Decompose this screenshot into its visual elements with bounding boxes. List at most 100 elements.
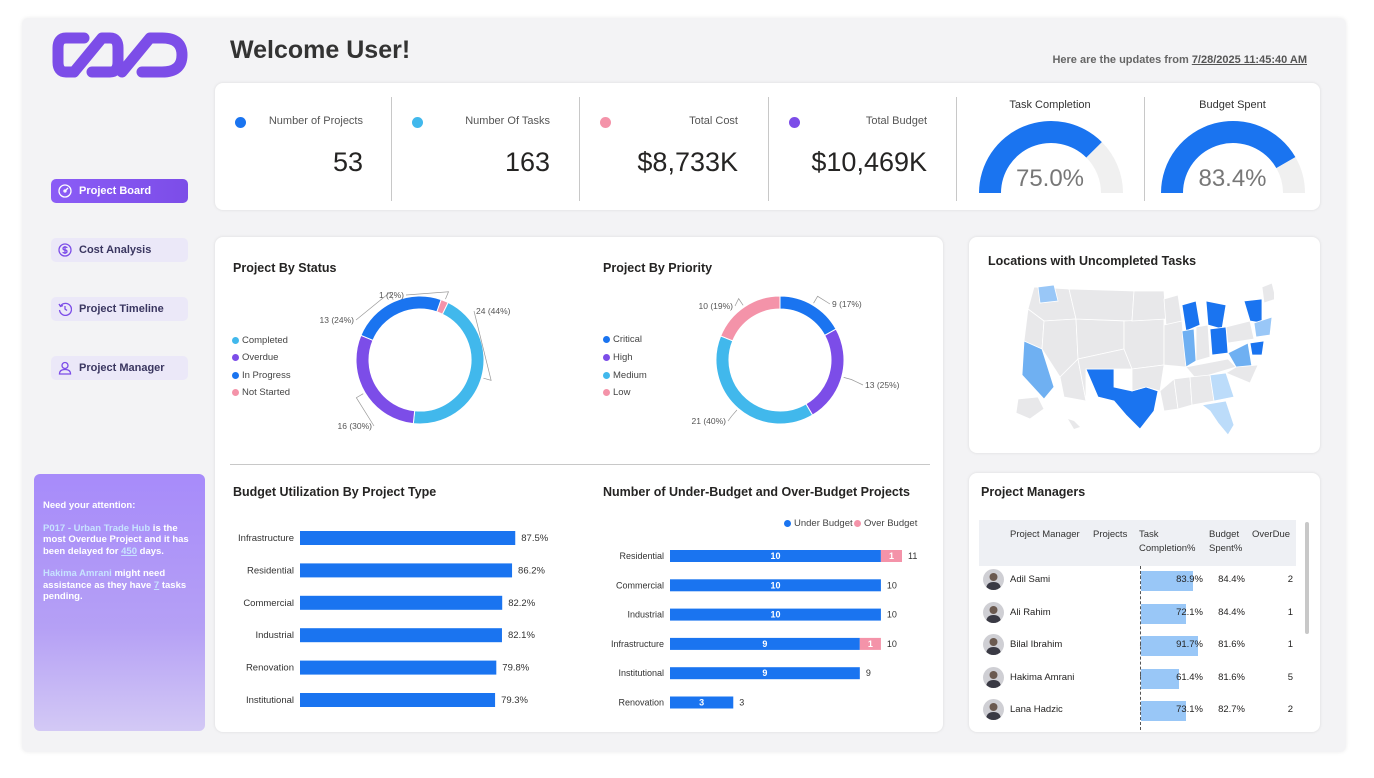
legend-dot	[854, 520, 861, 527]
attention-heading: Need your attention:	[43, 500, 136, 511]
gauge-arc	[1161, 120, 1305, 193]
map-state	[1243, 298, 1263, 324]
donut-slice[interactable]	[360, 295, 442, 342]
legend-label: Overdue	[242, 352, 279, 363]
leader-line	[734, 297, 744, 307]
legend-dot	[603, 336, 610, 343]
kpi-projects: Number of Projects 53	[215, 83, 391, 210]
bar-value-label: 79.3%	[501, 695, 528, 706]
under-budget-bar[interactable]	[670, 608, 881, 621]
bar-category-label: Institutional	[618, 668, 664, 678]
bar[interactable]	[300, 531, 516, 545]
nav-project-timeline[interactable]: Project Timeline	[51, 297, 188, 321]
avatar	[983, 634, 1004, 655]
bar-total-label: 10	[887, 610, 897, 620]
legend-label: Low	[613, 387, 631, 398]
col-header[interactable]: Task Completion%	[1139, 529, 1196, 554]
updates-prefix: Here are the updates from	[1052, 54, 1192, 66]
table-row[interactable]: Lana Hadzic673.1%82.7%2	[979, 696, 1296, 728]
bar[interactable]	[300, 595, 503, 610]
updates-time: 7/28/2025 11:45:40 AM	[1191, 54, 1307, 66]
manager-name-cell: Adil Sami	[1010, 574, 1051, 585]
kpi-value: $8,733K	[637, 147, 738, 177]
managers-card: Project Managers	[969, 473, 1320, 732]
donut-slice[interactable]	[805, 328, 845, 416]
over-budget-bar[interactable]	[880, 550, 902, 562]
task-completion-cell: 73.1%	[1176, 704, 1203, 715]
col-header[interactable]: Project Manager	[1010, 529, 1080, 540]
bar-category-label: Institutional	[246, 695, 294, 706]
col-header[interactable]: Budget Spent%	[1209, 529, 1243, 554]
nav-project-manager[interactable]: Project Manager	[51, 356, 188, 380]
budget-spent-cell: 84.4%	[1218, 574, 1245, 585]
kpi-dot	[412, 117, 423, 128]
donut-data-label: 16 (30%)	[338, 421, 373, 431]
segment-value-label: 9	[762, 668, 767, 678]
task-completion-bar	[1141, 636, 1198, 656]
legend-critical: Critical	[603, 334, 642, 345]
donut-slice[interactable]	[720, 295, 781, 342]
leader-line	[727, 409, 738, 422]
kpi-label: Total Cost	[689, 115, 738, 127]
legend-over-budget: Over Budget	[854, 518, 917, 529]
map-state	[1021, 340, 1055, 400]
table-bar-axis	[1140, 566, 1141, 730]
pending-tasks: 7	[153, 579, 160, 591]
under-budget-bar[interactable]	[670, 579, 881, 592]
bar[interactable]	[300, 563, 513, 578]
map-state	[1181, 300, 1201, 332]
manager-name-cell: Bilal Ibrahim	[1010, 639, 1063, 650]
donut-data-label: 9 (17%)	[832, 299, 862, 309]
map-title: Locations with Uncompleted Tasks	[988, 254, 1197, 268]
donut-slice[interactable]	[412, 301, 485, 425]
donut-slice[interactable]	[715, 335, 814, 425]
segment-value-label: 10	[770, 551, 780, 561]
segment-value-label: 10	[770, 580, 780, 590]
map-state	[1195, 324, 1211, 362]
updates-timestamp: Here are the updates from 7/28/2025 11:4…	[1052, 54, 1307, 66]
nav-cost-analysis[interactable]: Cost Analysis	[51, 238, 188, 262]
kpi-tasks: Number Of Tasks 163	[392, 83, 578, 210]
table-row[interactable]: Bilal Ibrahim491.7%81.6%1	[979, 631, 1296, 663]
managers-title: Project Managers	[981, 485, 1086, 499]
legend-label: Over Budget	[864, 518, 918, 529]
donut-slice[interactable]	[355, 334, 416, 425]
bar[interactable]	[300, 628, 502, 643]
kpi-total-cost: Total Cost $8,733K	[580, 83, 766, 210]
table-scrollbar[interactable]	[1305, 522, 1309, 634]
bar[interactable]	[300, 660, 497, 675]
legend-dot	[603, 372, 610, 379]
over-budget-bar[interactable]	[859, 637, 881, 650]
nav-label: Cost Analysis	[79, 244, 152, 256]
kpi-total-budget: Total Budget $10,469K	[769, 83, 955, 210]
page-title: Welcome User!	[230, 36, 411, 64]
under-budget-bar[interactable]	[670, 550, 881, 562]
col-header[interactable]: Projects	[1093, 529, 1128, 540]
table-row[interactable]: Adil Sami783.9%84.4%2	[979, 566, 1296, 598]
legend-dot	[232, 372, 239, 379]
map-state	[1163, 320, 1187, 368]
bar-category-label: Commercial	[616, 580, 664, 590]
dashboard-icon	[57, 183, 73, 199]
leader-line	[405, 291, 450, 300]
col-header[interactable]: OverDue	[1252, 529, 1291, 540]
nav-project-board[interactable]: Project Board	[51, 179, 188, 203]
status-chart-title: Project By Status	[233, 261, 337, 275]
under-budget-bar[interactable]	[670, 667, 860, 680]
segment-value-label: 10	[770, 610, 780, 620]
bar-category-label: Renovation	[618, 698, 664, 708]
donut-slice[interactable]	[436, 298, 449, 315]
table-row[interactable]: Ali Rahim472.1%84.4%1	[979, 599, 1296, 631]
under-budget-bar[interactable]	[670, 637, 860, 650]
under-budget-bar[interactable]	[670, 696, 734, 709]
table-row[interactable]: Hakima Amrani961.4%81.6%5	[979, 664, 1296, 696]
attention-panel: Need your attention: P017 - Urban Trade …	[34, 474, 205, 731]
bar[interactable]	[300, 693, 496, 707]
donut-slice[interactable]	[779, 295, 837, 337]
leader-line	[355, 291, 394, 321]
kpi-divider	[768, 97, 769, 201]
user-icon	[57, 360, 73, 376]
kpi-value: $10,469K	[811, 147, 927, 177]
manager-name: Hakima Amrani	[43, 568, 112, 579]
legend-label: Medium	[613, 370, 647, 381]
